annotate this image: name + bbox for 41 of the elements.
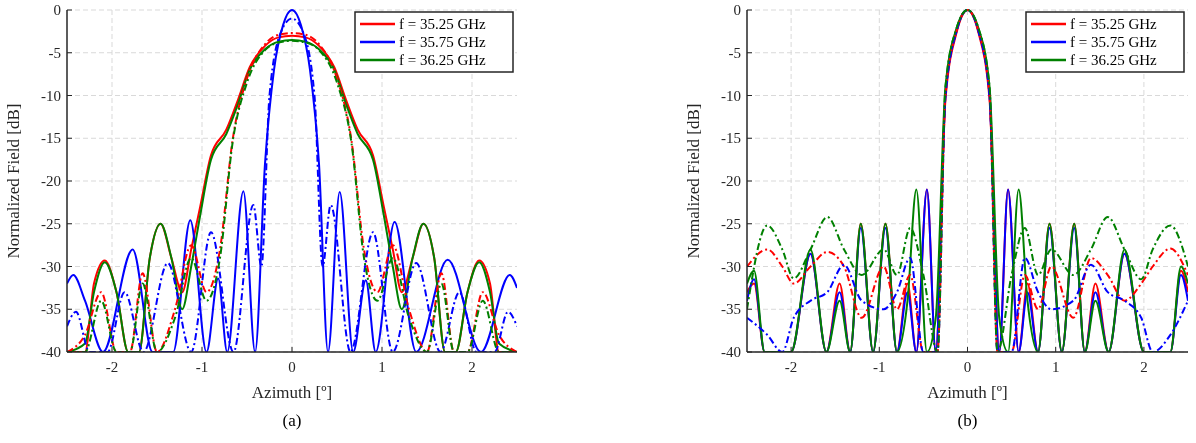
legend-label: f = 35.75 GHz: [1070, 34, 1158, 50]
line-series: [747, 9, 1188, 352]
y-tick-label: -35: [721, 301, 741, 318]
y-tick-label: -25: [721, 215, 741, 232]
text: (a): [282, 411, 302, 430]
legend-label: f = 35.25 GHz: [1070, 16, 1158, 32]
y-tick-label: 0: [733, 2, 741, 18]
x-tick-label: -2: [105, 359, 119, 375]
legend-label: f = 35.75 GHz: [399, 34, 487, 50]
x-axis-title: Azimuth [º]: [251, 383, 333, 402]
y-tick-label: -10: [41, 87, 61, 104]
x-tick-label: 0: [288, 359, 296, 375]
y-tick-label: -5: [48, 44, 61, 61]
x-tick-label: 0: [963, 359, 972, 375]
x-tick-label: -1: [873, 359, 886, 375]
y-tick-label: -20: [721, 173, 741, 189]
y-tick-label: -25: [41, 215, 61, 232]
y-tick-label: -20: [41, 173, 61, 189]
y-axis-title: Normalized Field [dB]: [684, 103, 703, 259]
y-tick-label: -15: [41, 130, 61, 147]
x-tick-label: 2: [1140, 359, 1148, 375]
x-tick-label: -1: [195, 359, 209, 375]
y-tick-label: -10: [721, 87, 741, 104]
y-tick-label: 0: [53, 2, 61, 18]
y-tick-label: -15: [721, 130, 741, 147]
y-axis-title: Normalized Field [dB]: [4, 103, 23, 259]
y-tick-label: -35: [41, 301, 61, 318]
x-axis-title: Azimuth [º]: [927, 383, 1008, 402]
legend-label: f = 36.25 GHz: [399, 52, 487, 68]
y-tick-label: -40: [41, 344, 61, 360]
y-tick-label: -30: [721, 258, 741, 275]
legend-label: f = 36.25 GHz: [1070, 52, 1158, 68]
x-tick-label: 1: [1051, 359, 1060, 375]
y-tick-label: -30: [41, 258, 61, 275]
y-tick-label: -5: [728, 44, 741, 61]
x-tick-label: 1: [378, 359, 386, 375]
legend-label: f = 35.25 GHz: [399, 16, 487, 32]
y-tick-label: -40: [721, 344, 741, 360]
x-tick-label: -2: [784, 359, 798, 375]
x-tick-label: 2: [468, 359, 476, 375]
text: (b): [957, 411, 978, 430]
